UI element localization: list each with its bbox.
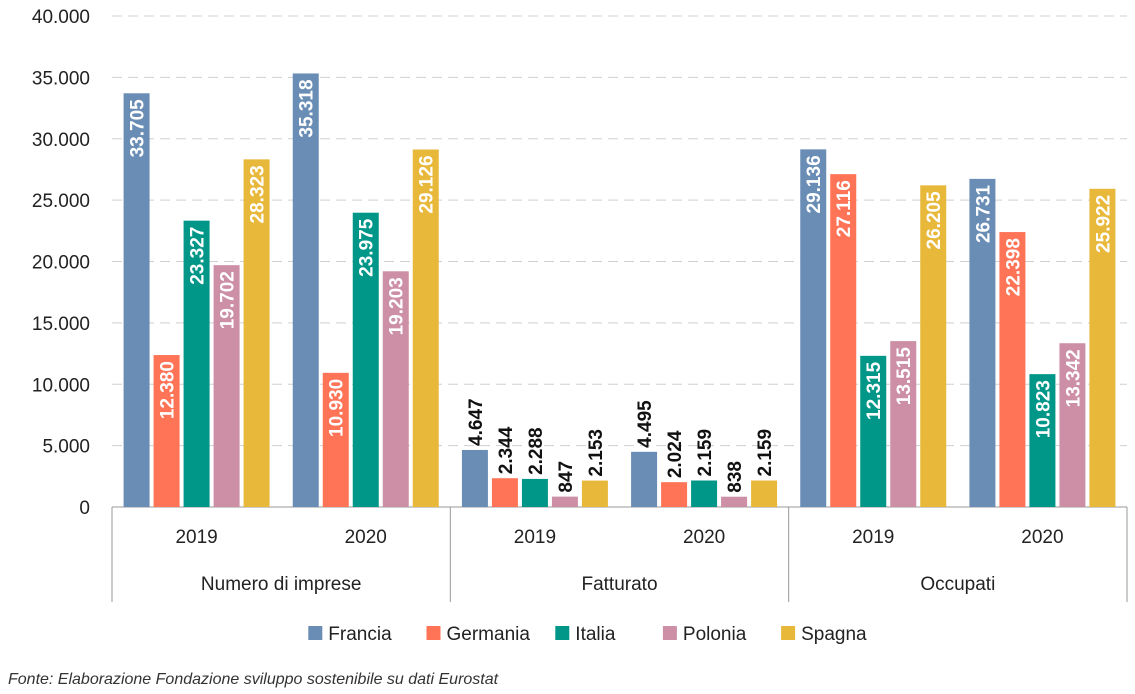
data-label: 33.705 [128, 99, 149, 158]
data-label: 19.702 [218, 271, 239, 329]
data-label: 10.823 [1033, 380, 1054, 438]
data-label: 22.398 [1003, 238, 1024, 296]
bar-spagna [1089, 188, 1116, 508]
bar-italia [521, 478, 548, 507]
bar-italia [1029, 374, 1056, 507]
year-label: 2019 [175, 527, 217, 548]
y-tick-label: 0 [79, 498, 90, 519]
data-label: 26.731 [973, 184, 994, 243]
data-label: 29.126 [417, 155, 438, 213]
legend-swatch-italia [555, 626, 570, 640]
bar-francia [969, 178, 996, 508]
bar-spagna [581, 480, 608, 507]
y-tick-label: 35.000 [32, 68, 90, 89]
group-label: Numero di imprese [201, 574, 362, 595]
bar-polonia [213, 265, 240, 507]
legend-label: Spagna [801, 624, 867, 645]
group-label: Fatturato [581, 574, 657, 595]
bar-polonia [721, 496, 748, 507]
bar-francia [292, 73, 319, 507]
bar-francia [123, 93, 150, 508]
y-tick-label: 10.000 [32, 375, 90, 396]
legend-swatch-spagna [781, 626, 796, 640]
data-label: 13.515 [894, 347, 915, 406]
legend-swatch-polonia [662, 626, 677, 640]
bar-polonia [1059, 343, 1086, 507]
data-label: 26.205 [924, 191, 945, 250]
data-label: 2.153 [586, 429, 607, 477]
bar-italia [691, 480, 718, 507]
data-label: 2.159 [695, 429, 716, 477]
data-label: 28.323 [248, 165, 269, 223]
source-footnote: Fonte: Elaborazione Fondazione sviluppo … [8, 671, 499, 688]
data-label: 4.647 [466, 398, 487, 446]
legend-label: Francia [328, 624, 392, 645]
legend-label: Germania [447, 624, 531, 645]
data-label: 2.344 [496, 426, 517, 474]
data-label: 2.024 [665, 430, 686, 478]
bar-germania [661, 482, 688, 507]
data-label: 12.315 [864, 361, 885, 420]
y-tick-label: 15.000 [32, 314, 90, 335]
bar-italia [183, 220, 210, 507]
y-tick-label: 30.000 [32, 130, 90, 151]
bar-francia [631, 451, 658, 507]
data-label: 847 [556, 461, 577, 493]
bar-italia [352, 212, 379, 507]
year-label: 2020 [1021, 527, 1063, 548]
bar-germania [999, 232, 1026, 507]
year-label: 2020 [683, 527, 725, 548]
data-label: 25.922 [1093, 195, 1114, 253]
year-label: 2020 [345, 527, 387, 548]
data-label: 2.288 [526, 427, 547, 475]
bar-francia [461, 449, 488, 507]
bar-spagna [243, 159, 270, 507]
year-label: 2019 [514, 527, 556, 548]
data-label: 13.342 [1063, 349, 1084, 407]
data-label: 4.495 [635, 400, 656, 448]
year-label: 2019 [852, 527, 894, 548]
bar-germania [830, 174, 857, 507]
bar-polonia [551, 496, 578, 507]
y-tick-label: 40.000 [32, 7, 90, 28]
y-tick-label: 5.000 [42, 437, 90, 458]
y-tick-label: 25.000 [32, 191, 90, 212]
bar-italia [860, 355, 887, 507]
data-label: 838 [725, 461, 746, 493]
bar-germania [153, 355, 180, 507]
data-label: 2.159 [755, 429, 776, 477]
legend-label: Italia [575, 624, 616, 645]
bar-spagna [751, 480, 778, 507]
y-tick-label: 20.000 [32, 253, 90, 274]
bar-polonia [890, 341, 917, 507]
bar-francia [800, 149, 827, 508]
bar-polonia [382, 271, 409, 507]
bar-germania [322, 372, 349, 507]
data-label: 27.116 [834, 180, 855, 237]
bar-spagna [412, 149, 439, 508]
data-label: 29.136 [804, 155, 825, 213]
group-label: Occupati [920, 574, 995, 595]
data-label: 19.203 [387, 277, 408, 335]
data-label: 10.930 [327, 379, 348, 437]
bar-germania [491, 478, 518, 507]
data-label: 35.318 [297, 79, 318, 137]
data-label: 12.380 [158, 361, 179, 419]
data-label: 23.327 [188, 227, 209, 285]
legend-swatch-germania [426, 626, 441, 640]
data-label: 23.975 [357, 218, 378, 277]
legend-swatch-francia [308, 626, 323, 640]
bar-spagna [920, 185, 947, 507]
legend-label: Polonia [683, 624, 747, 645]
